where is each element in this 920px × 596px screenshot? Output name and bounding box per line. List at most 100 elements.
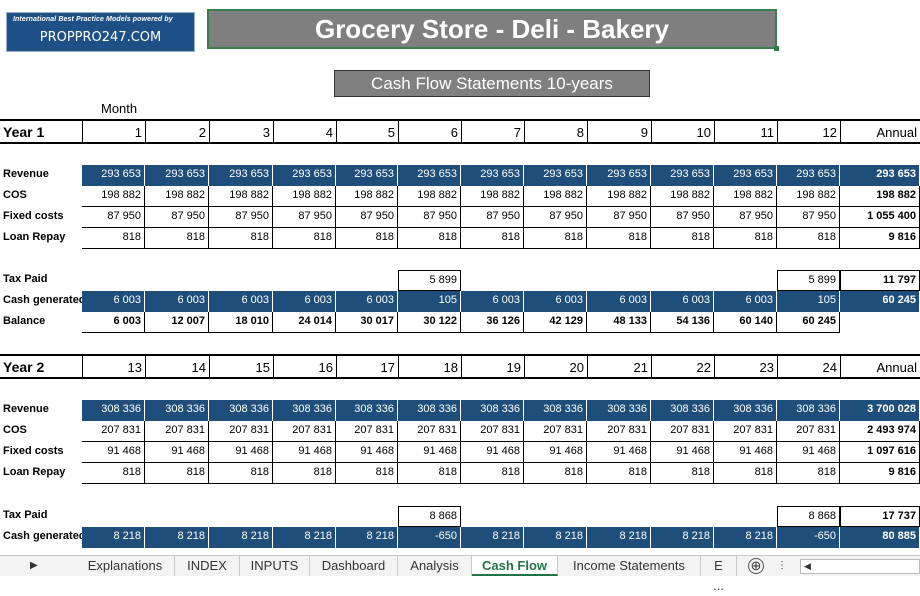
- revenue-cell[interactable]: 293 653: [524, 165, 587, 186]
- sheet-tab[interactable]: E ...: [701, 556, 737, 593]
- fixed-cell[interactable]: 87 950: [461, 207, 524, 228]
- fixed-cell[interactable]: 1 097 616: [840, 442, 920, 463]
- loan-cell[interactable]: 818: [336, 463, 398, 484]
- month-number[interactable]: 18: [398, 354, 461, 379]
- cos-cell[interactable]: 198 882: [587, 186, 651, 207]
- fixed-cell[interactable]: 1 055 400: [840, 207, 920, 228]
- revenue-cell[interactable]: 293 653: [82, 165, 145, 186]
- revenue-cell[interactable]: 308 336: [714, 400, 777, 421]
- balance-cell[interactable]: 12 007: [145, 312, 209, 333]
- cash-cell[interactable]: 80 885: [840, 527, 920, 548]
- loan-cell[interactable]: 818: [651, 463, 714, 484]
- cash-cell[interactable]: 8 218: [524, 527, 587, 548]
- fixed-cell[interactable]: 91 468: [336, 442, 398, 463]
- cash-cell[interactable]: 8 218: [587, 527, 651, 548]
- month-number[interactable]: 10: [651, 119, 714, 144]
- tax-cell[interactable]: 17 737: [840, 506, 920, 527]
- month-number[interactable]: 6: [398, 119, 461, 144]
- revenue-cell[interactable]: 293 653: [336, 165, 398, 186]
- cos-cell[interactable]: 198 882: [840, 186, 920, 207]
- revenue-cell[interactable]: 308 336: [398, 400, 461, 421]
- fixed-cell[interactable]: 87 950: [209, 207, 273, 228]
- fixed-cell[interactable]: 91 468: [714, 442, 777, 463]
- loan-cell[interactable]: 818: [461, 228, 524, 249]
- cash-cell[interactable]: 8 218: [145, 527, 209, 548]
- cash-cell[interactable]: 6 003: [273, 291, 336, 312]
- loan-cell[interactable]: 818: [714, 228, 777, 249]
- revenue-cell[interactable]: 293 653: [461, 165, 524, 186]
- fixed-cell[interactable]: 87 950: [145, 207, 209, 228]
- month-number[interactable]: 14: [145, 354, 209, 379]
- cash-cell[interactable]: 6 003: [587, 291, 651, 312]
- loan-cell[interactable]: 818: [651, 228, 714, 249]
- fixed-cell[interactable]: 91 468: [651, 442, 714, 463]
- fixed-cell[interactable]: 91 468: [273, 442, 336, 463]
- cash-cell[interactable]: 6 003: [209, 291, 273, 312]
- fixed-cell[interactable]: 87 950: [714, 207, 777, 228]
- cos-cell[interactable]: 207 831: [587, 421, 651, 442]
- revenue-cell[interactable]: 293 653: [714, 165, 777, 186]
- cash-cell[interactable]: 8 218: [273, 527, 336, 548]
- balance-cell[interactable]: 6 003: [82, 312, 145, 333]
- loan-cell[interactable]: 818: [398, 228, 461, 249]
- cos-cell[interactable]: 198 882: [651, 186, 714, 207]
- fixed-cell[interactable]: 87 950: [651, 207, 714, 228]
- month-number[interactable]: 5: [336, 119, 398, 144]
- cos-cell[interactable]: 198 882: [82, 186, 145, 207]
- balance-cell[interactable]: 60 140: [714, 312, 777, 333]
- tax-cell[interactable]: 11 797: [840, 270, 920, 291]
- cash-cell[interactable]: 8 218: [461, 527, 524, 548]
- tab-more-icon[interactable]: ⋮: [777, 560, 787, 571]
- revenue-cell[interactable]: 293 653: [209, 165, 273, 186]
- revenue-cell[interactable]: 308 336: [461, 400, 524, 421]
- cos-cell[interactable]: 207 831: [524, 421, 587, 442]
- cos-cell[interactable]: 198 882: [777, 186, 840, 207]
- loan-cell[interactable]: 818: [714, 463, 777, 484]
- revenue-cell[interactable]: 293 653: [587, 165, 651, 186]
- cos-cell[interactable]: 198 882: [145, 186, 209, 207]
- month-number[interactable]: 4: [273, 119, 336, 144]
- month-number[interactable]: 9: [587, 119, 651, 144]
- revenue-cell[interactable]: 293 653: [273, 165, 336, 186]
- revenue-cell[interactable]: 308 336: [273, 400, 336, 421]
- cos-cell[interactable]: 207 831: [651, 421, 714, 442]
- loan-cell[interactable]: 818: [273, 228, 336, 249]
- loan-cell[interactable]: 818: [777, 463, 840, 484]
- fixed-cell[interactable]: 91 468: [398, 442, 461, 463]
- cos-cell[interactable]: 207 831: [145, 421, 209, 442]
- revenue-cell[interactable]: 308 336: [651, 400, 714, 421]
- cos-cell[interactable]: 207 831: [209, 421, 273, 442]
- fixed-cell[interactable]: 91 468: [461, 442, 524, 463]
- cash-cell[interactable]: 6 003: [145, 291, 209, 312]
- sheet-tab[interactable]: INDEX: [175, 556, 240, 576]
- month-number[interactable]: 11: [714, 119, 777, 144]
- cos-cell[interactable]: 207 831: [336, 421, 398, 442]
- loan-cell[interactable]: 818: [82, 228, 145, 249]
- month-number[interactable]: 21: [587, 354, 651, 379]
- scroll-left-icon[interactable]: ◀: [804, 561, 811, 571]
- revenue-cell[interactable]: 308 336: [82, 400, 145, 421]
- fixed-cell[interactable]: 87 950: [777, 207, 840, 228]
- cash-cell[interactable]: 8 218: [336, 527, 398, 548]
- cos-cell[interactable]: 207 831: [714, 421, 777, 442]
- revenue-cell[interactable]: 293 653: [145, 165, 209, 186]
- loan-cell[interactable]: 818: [461, 463, 524, 484]
- cos-cell[interactable]: 198 882: [336, 186, 398, 207]
- add-sheet-icon[interactable]: ⊕: [748, 558, 764, 574]
- loan-cell[interactable]: 818: [524, 463, 587, 484]
- cash-cell[interactable]: 105: [777, 291, 840, 312]
- fixed-cell[interactable]: 87 950: [398, 207, 461, 228]
- cash-cell[interactable]: 6 003: [336, 291, 398, 312]
- cos-cell[interactable]: 207 831: [82, 421, 145, 442]
- month-number[interactable]: 24: [777, 354, 840, 379]
- balance-cell[interactable]: 42 129: [524, 312, 587, 333]
- balance-cell[interactable]: 18 010: [209, 312, 273, 333]
- revenue-cell[interactable]: 293 653: [777, 165, 840, 186]
- month-number[interactable]: 17: [336, 354, 398, 379]
- cash-cell[interactable]: 6 003: [524, 291, 587, 312]
- sheet-tab[interactable]: Dashboard: [310, 556, 398, 576]
- cos-cell[interactable]: 207 831: [273, 421, 336, 442]
- tax-cell[interactable]: 8 868: [398, 506, 461, 527]
- revenue-cell[interactable]: 293 653: [651, 165, 714, 186]
- balance-cell[interactable]: 30 017: [336, 312, 398, 333]
